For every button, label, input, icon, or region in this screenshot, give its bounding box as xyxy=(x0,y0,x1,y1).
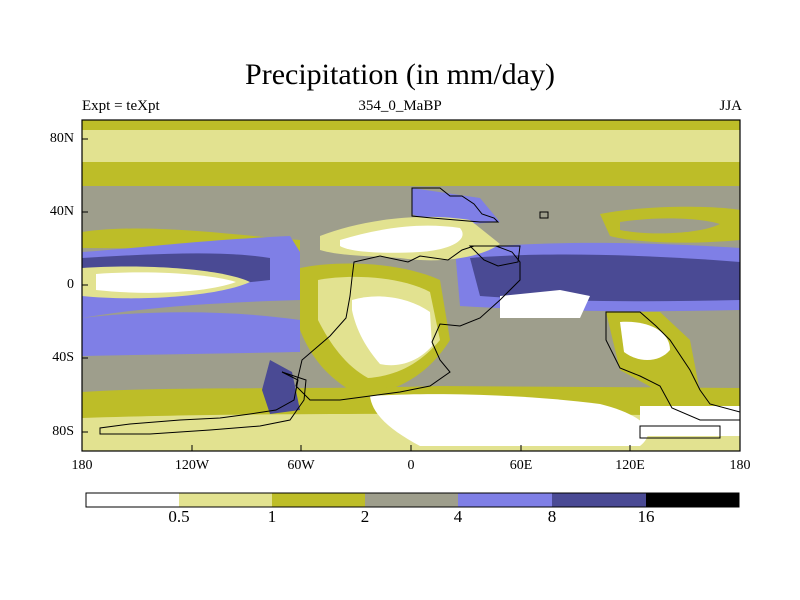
field-dry-pac-core xyxy=(96,272,236,293)
lon-label-0: 0 xyxy=(407,458,415,473)
field-east-dry-core xyxy=(500,290,590,318)
colorbar-label-1: 1 xyxy=(267,507,277,526)
field-s-wet-band xyxy=(82,312,300,356)
colorbar-label-4: 4 xyxy=(453,507,463,526)
experiment-label: Expt = teXpt xyxy=(82,98,160,114)
colorbar-label-2: 2 xyxy=(360,507,370,526)
field-se-white xyxy=(640,406,740,436)
field-band-north-mid xyxy=(82,162,740,186)
continent-outline-central xyxy=(295,245,521,401)
colorbar-swatch-3 xyxy=(365,493,458,507)
field-ne-gray xyxy=(620,218,720,234)
map-title: Precipitation (in mm/day) xyxy=(245,58,555,91)
lon-label-180w: 180 xyxy=(71,458,93,473)
season-label: JJA xyxy=(719,98,742,114)
lat-label-80s: 80S xyxy=(52,424,74,439)
field-monsoon-core xyxy=(470,254,740,302)
lon-label-120w: 120W xyxy=(174,458,210,473)
lat-label-40s: 40S xyxy=(52,350,74,365)
map-panel xyxy=(82,120,740,451)
continent-outline-peninsula xyxy=(468,245,521,267)
lat-label-80n: 80N xyxy=(49,131,74,146)
colorbar-swatch-2 xyxy=(272,493,365,507)
colorbar-label-0-5: 0.5 xyxy=(168,507,190,526)
run-id-label: 354_0_MaBP xyxy=(358,98,442,114)
field-sw-wet xyxy=(262,360,300,414)
continent-outline-island xyxy=(539,211,549,219)
field-ne-continent-wet xyxy=(412,188,500,226)
field-band-polar-north xyxy=(82,120,740,130)
lon-label-60w: 60W xyxy=(287,458,315,473)
colorbar-swatch-6 xyxy=(646,493,739,507)
field-s-continent-white xyxy=(352,296,432,366)
colorbar-swatch-4 xyxy=(458,493,552,507)
lat-label-40n: 40N xyxy=(49,204,74,219)
lon-label-60e: 60E xyxy=(509,458,533,473)
lon-label-180e: 180 xyxy=(729,458,751,473)
colorbar-frame xyxy=(85,492,740,508)
continent-outline-antarctic xyxy=(639,425,721,439)
field-s-dry-core xyxy=(370,394,648,446)
colorbar-swatch-5 xyxy=(552,493,646,507)
lon-label-120e: 120E xyxy=(615,458,645,473)
colorbar-label-8: 8 xyxy=(547,507,557,526)
colorbar xyxy=(85,492,740,508)
colorbar-swatch-0 xyxy=(86,493,179,507)
lat-label-0: 0 xyxy=(67,277,74,292)
field-se-continent-white xyxy=(620,321,670,361)
continent-outline-north xyxy=(411,187,500,223)
colorbar-label-16: 16 xyxy=(637,507,655,526)
continent-outline-southwest xyxy=(99,371,307,435)
field-central-dry-core xyxy=(340,225,463,253)
axis-ticks xyxy=(81,138,741,451)
field-band-dry-north xyxy=(82,130,740,162)
colorbar-swatch-1 xyxy=(179,493,272,507)
field-s-gray-band xyxy=(82,352,300,392)
